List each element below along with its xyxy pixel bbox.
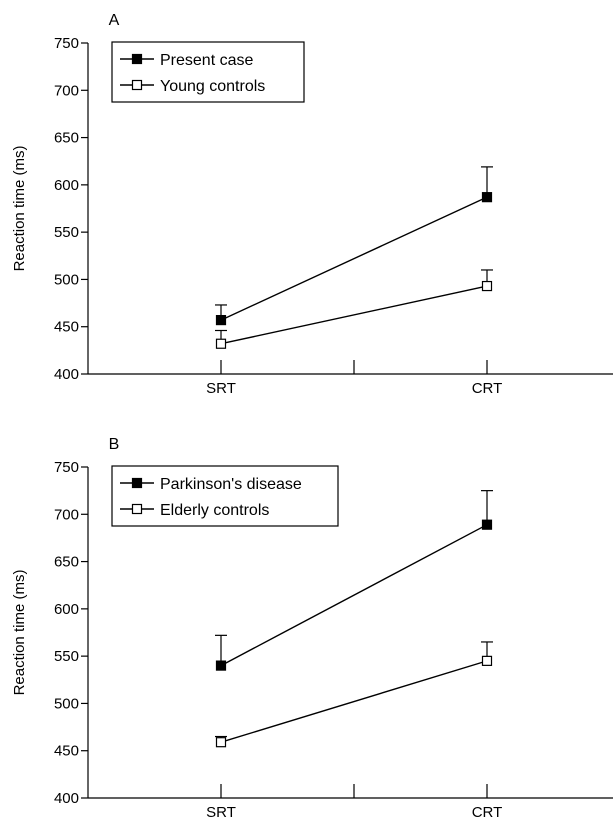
chart-panel-b: B 400 450 500 550 600 650 700 750 SRT CRT Reaction … (11, 436, 613, 820)
y-tick-label: 400 (54, 790, 79, 807)
data-point (215, 660, 227, 671)
x-tick-label-crt: CRT (472, 804, 503, 820)
series-young-controls (215, 269, 493, 349)
y-tick-label: 550 (54, 648, 79, 665)
series-line (220, 660, 488, 743)
data-point (215, 737, 227, 748)
y-tick-label: 750 (54, 35, 79, 52)
y-tick-label: 500 (54, 695, 79, 712)
series-line (220, 524, 488, 667)
y-axis-title: Reaction time (ms) (11, 570, 28, 696)
legend-label: Elderly controls (160, 502, 269, 519)
series-present-case (215, 166, 493, 326)
data-point (481, 519, 493, 530)
legend: Parkinson's disease Elderly controls (111, 465, 339, 527)
y-tick-label: 550 (54, 224, 79, 241)
legend-marker (131, 477, 143, 489)
panel-label: A (109, 12, 120, 29)
legend-box (111, 41, 305, 103)
y-tick-label: 700 (54, 82, 79, 99)
data-point (481, 655, 493, 666)
legend-label: Parkinson's disease (160, 476, 302, 493)
legend-box (111, 465, 339, 527)
y-tick-label: 650 (54, 554, 79, 571)
x-tick-label-srt: SRT (206, 380, 236, 397)
series-line (220, 196, 488, 321)
legend-label: Young controls (160, 78, 265, 95)
y-tick-label: 750 (54, 459, 79, 476)
data-point (481, 192, 493, 203)
series-elderly-controls (215, 641, 493, 748)
y-tick-label: 600 (54, 177, 79, 194)
y-tick-label: 450 (54, 743, 79, 760)
y-tick-label: 450 (54, 319, 79, 336)
legend-marker (131, 79, 143, 91)
x-tick-label-srt: SRT (206, 804, 236, 820)
data-point (215, 314, 227, 326)
data-point (215, 338, 227, 349)
y-tick-label: 600 (54, 601, 79, 618)
legend-label: Present case (160, 52, 253, 69)
series-line (220, 285, 488, 345)
series-parkinson-s-disease (215, 490, 493, 671)
legend-marker (131, 503, 143, 515)
panel-label: B (109, 436, 120, 453)
legend: Present case Young controls (111, 41, 305, 103)
x-tick-label-crt: CRT (472, 380, 503, 397)
y-tick-label: 400 (54, 366, 79, 383)
y-tick-label: 500 (54, 271, 79, 288)
legend-marker (131, 53, 143, 65)
y-tick-label: 650 (54, 130, 79, 147)
y-axis-title: Reaction time (ms) (11, 146, 28, 272)
chart-panel-a: A 400 450 500 550 600 650 700 750 SRT CRT Reaction … (11, 12, 613, 397)
y-tick-label: 700 (54, 506, 79, 523)
data-point (481, 280, 493, 292)
